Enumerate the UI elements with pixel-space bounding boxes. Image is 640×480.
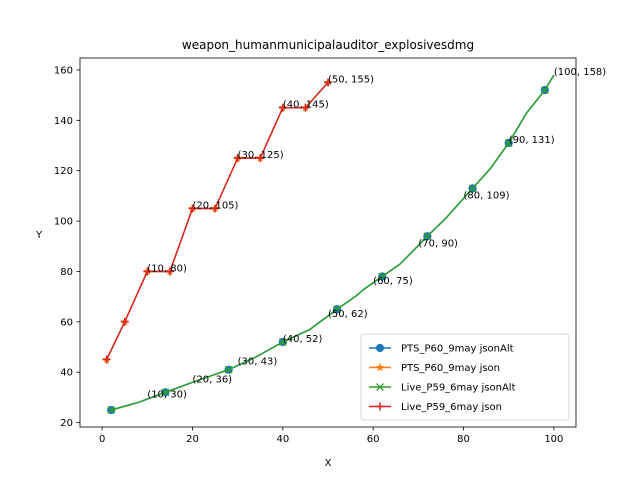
y-tick-label: 120 <box>54 166 73 177</box>
data-label: (50, 62) <box>328 309 368 320</box>
data-label: (30, 43) <box>238 357 278 368</box>
legend-label: Live_P59_6may json <box>401 402 502 413</box>
x-axis-title: X <box>325 458 332 469</box>
data-point <box>107 406 116 414</box>
data-point <box>278 338 287 346</box>
data-point <box>278 103 287 112</box>
data-point <box>540 86 549 94</box>
data-point <box>120 317 129 326</box>
data-point <box>378 272 387 281</box>
plot-frame <box>79 57 577 428</box>
data-point <box>161 388 170 397</box>
y-tick-label: 40 <box>60 368 73 379</box>
y-tick-label: 160 <box>54 65 73 76</box>
legend-box <box>360 333 570 421</box>
x-tick-label: 40 <box>276 434 289 445</box>
data-label: (80, 109) <box>464 190 510 201</box>
data-label: (100, 158) <box>554 67 606 78</box>
data-point <box>333 305 341 314</box>
data-point <box>423 232 432 241</box>
series-layer <box>102 74 555 415</box>
data-point <box>102 355 111 364</box>
data-label: (20, 36) <box>192 374 232 385</box>
data-label: (70, 90) <box>418 238 458 249</box>
legend-entry: PTS_P60_9may json <box>369 362 500 374</box>
data-point <box>301 103 310 112</box>
x-tick-label: 100 <box>544 434 563 445</box>
data-label: (50, 155) <box>328 75 374 86</box>
series-group <box>107 74 555 414</box>
data-point <box>188 204 197 213</box>
data-point <box>211 204 220 213</box>
data-point <box>256 154 265 163</box>
data-point <box>224 365 233 374</box>
data-label: (60, 75) <box>373 276 413 287</box>
series-group <box>102 78 332 364</box>
y-tick-label: 60 <box>60 317 73 328</box>
plot-area <box>79 57 577 428</box>
data-point <box>468 184 477 193</box>
y-axis-title: Y <box>35 230 43 241</box>
legend-marker <box>376 383 384 391</box>
legend-entry: Live_P59_6may jsonAlt <box>369 383 516 394</box>
y-tick-label: 100 <box>54 217 73 228</box>
data-label: (40, 52) <box>283 334 323 345</box>
data-point <box>143 267 152 276</box>
data-label: (10, 80) <box>147 263 187 274</box>
legend-marker <box>375 362 385 372</box>
legend-label: PTS_P60_9may json <box>401 363 500 374</box>
y-tick-label: 20 <box>60 418 73 429</box>
data-label: (90, 131) <box>509 135 555 146</box>
x-axis: 0 20 40 60 80 100 <box>99 427 563 445</box>
x-tick-label: 60 <box>367 434 380 445</box>
legend-marker <box>375 343 385 353</box>
series-line <box>110 74 555 411</box>
data-label: (40, 145) <box>283 100 329 111</box>
x-tick-label: 0 <box>99 434 105 445</box>
data-point <box>233 154 242 163</box>
data-point <box>165 267 174 276</box>
legend-label: Live_P59_6may jsonAlt <box>401 383 516 394</box>
y-tick-label: 140 <box>54 116 73 127</box>
y-axis: 20 40 60 80 100 120 140 160 <box>54 65 80 429</box>
x-tick-label: 20 <box>186 434 199 445</box>
y-tick-label: 80 <box>60 267 73 278</box>
data-label: (10, 30) <box>147 389 187 400</box>
data-label: (20, 105) <box>192 200 238 211</box>
legend-label: PTS_P60_9may jsonAlt <box>401 344 514 355</box>
legend-entry: PTS_P60_9may jsonAlt <box>369 344 514 355</box>
chart-title: weapon_humanmunicipalauditor_explosivesd… <box>182 38 474 52</box>
data-point <box>504 139 513 147</box>
legend-entry: Live_P59_6may json <box>369 402 502 413</box>
data-point <box>324 78 332 87</box>
x-tick-label: 80 <box>457 434 470 445</box>
legend-marker <box>376 402 384 411</box>
legend: PTS_P60_9may jsonAlt PTS_P60_9may json Liv… <box>360 333 570 421</box>
data-label: (30, 125) <box>238 150 284 161</box>
annotation-layer: (10, 30) (20, 36) (30, 43) (40, 52) (50, 62)… <box>147 67 606 400</box>
